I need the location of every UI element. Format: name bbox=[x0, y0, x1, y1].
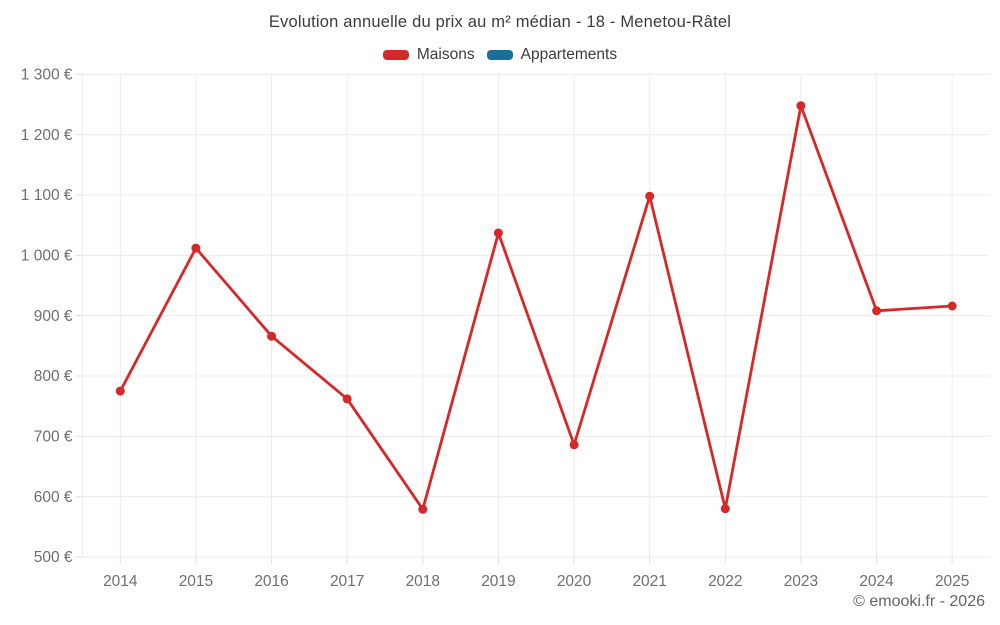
watermark-text: © emooki.fr - 2026 bbox=[853, 593, 985, 610]
y-axis-label: 1 300 € bbox=[21, 67, 73, 84]
chart-title: Evolution annuelle du prix au m² médian … bbox=[268, 13, 732, 31]
x-axis-label: 2021 bbox=[632, 573, 666, 590]
y-axis-label: 900 € bbox=[34, 308, 73, 325]
appartements-series-swatch-icon bbox=[486, 50, 513, 60]
data-point-2019[interactable] bbox=[493, 228, 503, 238]
x-axis-label: 2015 bbox=[179, 573, 213, 590]
legend-item-label: Maisons bbox=[416, 46, 475, 63]
data-point-2021[interactable] bbox=[645, 191, 655, 201]
data-point-2025[interactable] bbox=[947, 301, 957, 311]
data-point-2023[interactable] bbox=[796, 101, 806, 111]
x-axis-label: 2019 bbox=[481, 573, 515, 590]
data-point-2014[interactable] bbox=[115, 386, 125, 396]
y-axis-label: 1 200 € bbox=[21, 127, 73, 144]
legend-item-appartements[interactable]: Appartements bbox=[486, 46, 618, 64]
y-axis-label: 800 € bbox=[34, 368, 73, 385]
data-point-2020[interactable] bbox=[569, 440, 579, 450]
legend: Maisons Appartements bbox=[0, 46, 1000, 64]
x-axis-label: 2020 bbox=[557, 573, 592, 590]
x-axis-label: 2025 bbox=[935, 573, 969, 590]
legend-item-label: Appartements bbox=[520, 46, 618, 63]
x-axis-label: 2017 bbox=[330, 573, 364, 590]
y-axis-label: 500 € bbox=[34, 549, 73, 566]
data-point-2024[interactable] bbox=[872, 306, 882, 316]
legend-item-maisons[interactable]: Maisons bbox=[382, 46, 475, 64]
series-line-maisons bbox=[118, 104, 954, 511]
x-axis-label: 2016 bbox=[254, 573, 288, 590]
data-point-2018[interactable] bbox=[418, 504, 428, 514]
x-axis-label: 2018 bbox=[406, 573, 440, 590]
y-axis-label: 1 000 € bbox=[21, 248, 73, 265]
x-axis-label: 2022 bbox=[708, 573, 742, 590]
data-point-2017[interactable] bbox=[342, 394, 352, 404]
data-point-2016[interactable] bbox=[267, 331, 277, 341]
data-point-2022[interactable] bbox=[720, 504, 730, 514]
y-axis-label: 600 € bbox=[34, 489, 73, 506]
x-axis-label: 2014 bbox=[103, 573, 138, 590]
y-axis-label: 1 100 € bbox=[21, 187, 73, 204]
data-point-2015[interactable] bbox=[191, 243, 201, 253]
x-axis-label: 2024 bbox=[859, 573, 894, 590]
y-axis-label: 700 € bbox=[34, 429, 73, 446]
maisons-series-swatch-icon bbox=[382, 50, 409, 60]
x-axis-label: 2023 bbox=[784, 573, 818, 590]
